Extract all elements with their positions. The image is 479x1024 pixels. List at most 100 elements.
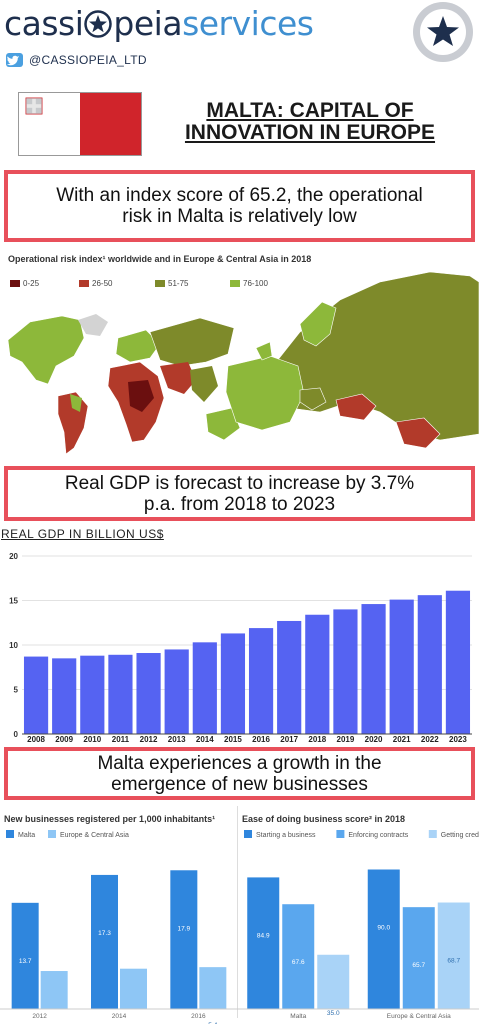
bar (317, 954, 350, 1009)
map-central-africa (128, 380, 154, 412)
x-tick-label: 2013 (168, 735, 186, 744)
bar (247, 877, 280, 1009)
gdp-bar (389, 599, 414, 734)
legend-label: Malta (18, 832, 35, 839)
legend-swatch (6, 830, 14, 838)
bar (40, 971, 68, 1009)
gdp-bar (445, 590, 471, 734)
bar (120, 968, 147, 1009)
flag-red-half (80, 93, 141, 155)
gdp-bar (108, 654, 133, 734)
data-label: 13.7 (19, 958, 32, 965)
map-western-europe (225, 355, 305, 431)
y-tick-label: 10 (9, 641, 18, 650)
chart-divider (237, 806, 238, 1018)
gdp-bar (80, 655, 105, 734)
data-label: 17.3 (98, 930, 111, 937)
gdp-chart-heading: REAL GDP IN BILLION US$ (1, 527, 164, 541)
map-russia-central-asia (261, 271, 479, 441)
x-tick-label: 2023 (449, 735, 467, 744)
gdp-bar (248, 628, 274, 734)
bar (91, 874, 118, 1009)
x-tick-label: 2014 (112, 1013, 127, 1020)
legend-swatch-26-50 (79, 280, 89, 287)
ease-of-business-chart: Starting a business Enforcing contracts Ge… (238, 830, 479, 1020)
y-tick-label: 0 (14, 730, 19, 739)
callout-text: Malta experiences a growth in the emerge… (97, 752, 382, 795)
x-tick-label: 2009 (55, 735, 73, 744)
map-caucasus (395, 417, 441, 449)
new-businesses-title: New businesses registered per 1,000 inha… (4, 814, 216, 824)
gdp-bar (305, 614, 330, 734)
brand-word-3: services (182, 4, 314, 43)
legend-swatch (48, 830, 56, 838)
map-greenland (78, 314, 108, 336)
ease-of-business-title: Ease of doing business score² in 2018 (242, 814, 406, 824)
gdp-bar (192, 642, 217, 734)
map-scandinavia (299, 301, 337, 347)
callout-text: Real GDP is forecast to increase by 3.7%… (64, 472, 415, 515)
y-tick-label: 15 (9, 597, 18, 606)
x-tick-label: 2022 (421, 735, 439, 744)
y-tick-label: 20 (9, 552, 18, 561)
x-tick-label: Malta (290, 1013, 306, 1020)
gdp-bar (164, 649, 189, 734)
bar (199, 967, 227, 1009)
twitter-handle[interactable]: @CASSIOPEIA_LTD (29, 53, 147, 67)
legend-label: Enforcing contracts (348, 832, 408, 839)
map-ukraine (335, 393, 377, 421)
x-tick-label: 2020 (365, 735, 383, 744)
legend-swatch-51-75 (155, 280, 165, 287)
map-south-america-north (70, 394, 82, 412)
callout-gdp: Real GDP is forecast to increase by 3.7%… (4, 466, 475, 521)
x-tick-label: 2016 (191, 1013, 206, 1020)
legend-swatch-76-100 (230, 280, 240, 287)
legend-label: Starting a business (256, 832, 316, 839)
x-tick-label: 2012 (140, 735, 158, 744)
callout-new-businesses: Malta experiences a growth in the emerge… (4, 747, 475, 800)
legend-swatch-0-25 (10, 280, 20, 287)
map-asia (149, 317, 235, 367)
gdp-bar (333, 609, 358, 734)
bar (282, 904, 315, 1009)
bar (402, 907, 435, 1009)
george-cross-icon (25, 97, 43, 115)
x-tick-label: 2019 (337, 735, 355, 744)
bar (367, 869, 400, 1009)
x-tick-label: 2016 (252, 735, 270, 744)
legend-label: Europe & Central Asia (60, 832, 129, 839)
gdp-bar (136, 653, 161, 734)
x-tick-label: 2015 (224, 735, 242, 744)
gdp-bar-chart: 0 5 10 15 20 2008 2009 2010 2011 2012 2013 2014 2015… (9, 552, 472, 744)
data-label: 5.4 (208, 1022, 217, 1024)
data-label: 84.9 (257, 932, 270, 939)
x-tick-label: 2014 (196, 735, 214, 744)
x-tick-label: 2021 (393, 735, 411, 744)
legend-label: 26-50 (92, 279, 113, 288)
x-tick-label: 2011 (112, 735, 130, 744)
gdp-bar (417, 595, 442, 734)
map-middle-east (160, 362, 196, 394)
legend-swatch (336, 830, 345, 838)
page-title: MALTA: CAPITAL OF INNOVATION IN EUROPE (184, 99, 436, 144)
x-tick-label: Europe & Central Asia (387, 1013, 451, 1020)
gdp-bar (277, 620, 302, 734)
map-north-america (7, 315, 85, 385)
x-tick-label: 2008 (27, 735, 45, 744)
star-badge-icon (413, 2, 473, 62)
flag-white-half (19, 93, 80, 155)
map-south-asia (190, 366, 218, 402)
x-tick-label: 2010 (83, 735, 101, 744)
brand-word-1: cassi (4, 4, 84, 43)
gdp-bar (220, 633, 246, 734)
callout-operational-risk: With an index score of 65.2, the operati… (4, 170, 475, 242)
star-icon (84, 10, 113, 38)
bar (11, 902, 39, 1009)
callout-text: With an index score of 65.2, the operati… (56, 185, 423, 227)
operational-risk-map (7, 271, 479, 455)
y-tick-label: 5 (14, 686, 19, 695)
bar (437, 902, 470, 1009)
map-balkans (299, 387, 327, 411)
data-label: 67.6 (292, 959, 305, 966)
